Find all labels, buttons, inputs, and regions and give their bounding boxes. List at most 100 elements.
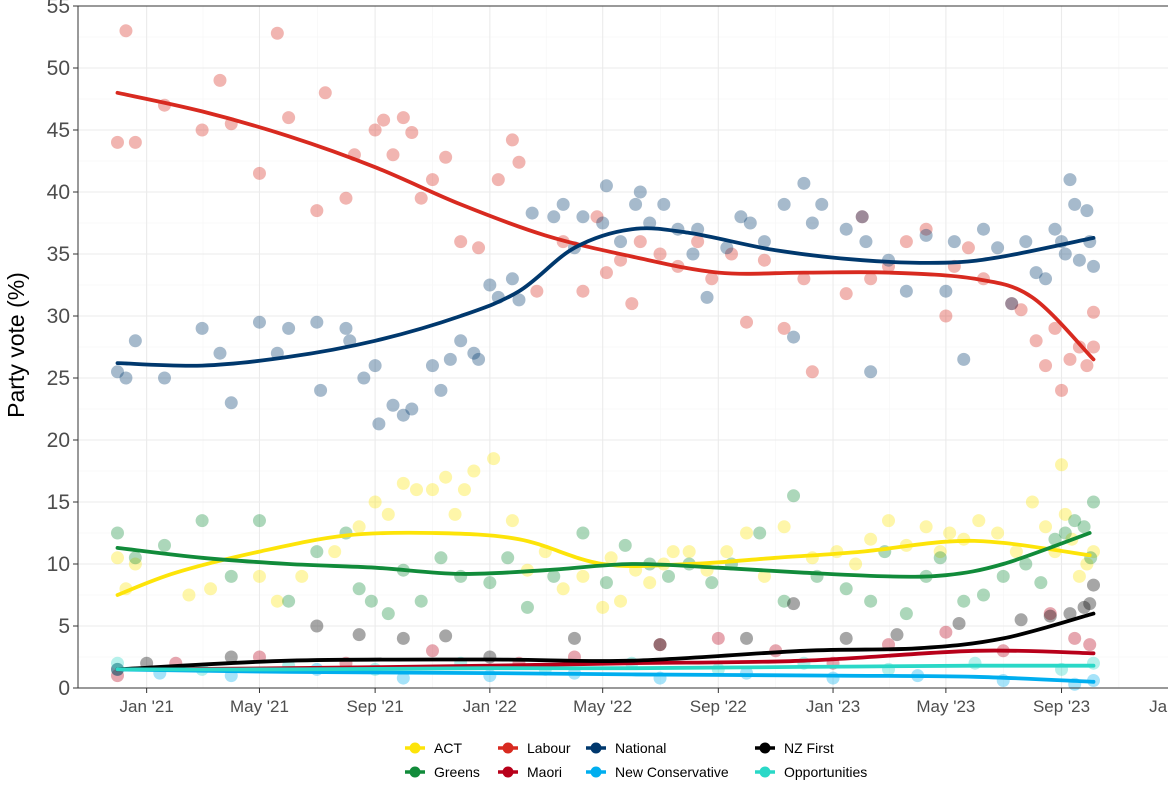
legend-item: Greens xyxy=(405,764,480,780)
data-point xyxy=(467,346,481,360)
data-point xyxy=(213,73,227,87)
data-point xyxy=(1068,514,1082,528)
data-point xyxy=(976,222,990,236)
data-point xyxy=(501,551,515,565)
trend-line xyxy=(115,667,1096,684)
y-tick-label: 15 xyxy=(47,491,70,514)
data-point xyxy=(314,383,328,397)
data-point xyxy=(996,569,1010,583)
trend-line xyxy=(115,531,1092,579)
data-point xyxy=(567,631,581,645)
data-point xyxy=(1072,569,1086,583)
data-point xyxy=(467,464,481,478)
data-point xyxy=(1086,578,1100,592)
data-point xyxy=(1055,383,1069,397)
data-point xyxy=(939,284,953,298)
data-point xyxy=(666,545,680,559)
legend-key-point xyxy=(409,742,421,754)
data-point xyxy=(483,650,497,664)
data-point xyxy=(1083,638,1097,652)
data-point xyxy=(372,417,386,431)
data-point xyxy=(614,253,628,267)
data-point xyxy=(734,210,748,224)
data-point xyxy=(864,594,878,608)
data-point xyxy=(110,365,124,379)
data-point xyxy=(618,538,632,552)
data-point xyxy=(252,514,266,528)
data-point xyxy=(777,520,791,534)
data-point xyxy=(439,150,453,164)
data-point xyxy=(643,216,657,230)
data-point xyxy=(576,210,590,224)
y-tick-label: 25 xyxy=(47,367,70,390)
data-point xyxy=(352,628,366,642)
data-point xyxy=(849,557,863,571)
data-point xyxy=(720,241,734,255)
data-point xyxy=(839,631,853,645)
data-point xyxy=(158,371,172,385)
data-point xyxy=(396,671,410,685)
x-tick-label: Jan '21 xyxy=(119,697,173,716)
data-point xyxy=(1080,204,1094,218)
data-point xyxy=(753,526,767,540)
data-point xyxy=(1005,297,1019,311)
data-point xyxy=(110,135,124,149)
data-point xyxy=(1080,359,1094,373)
legend-label: Greens xyxy=(434,764,480,780)
data-point xyxy=(682,545,696,559)
data-point xyxy=(777,594,791,608)
y-tick-label: 20 xyxy=(47,429,70,452)
data-point xyxy=(1043,607,1057,621)
data-point xyxy=(556,197,570,211)
legend-label: ACT xyxy=(434,740,462,756)
data-point xyxy=(386,148,400,162)
data-point xyxy=(405,402,419,416)
data-point xyxy=(740,526,754,540)
data-point xyxy=(1080,557,1094,571)
data-point xyxy=(434,383,448,397)
data-point xyxy=(381,607,395,621)
data-point xyxy=(512,293,526,307)
data-point xyxy=(1019,235,1033,249)
data-point xyxy=(604,551,618,565)
data-point xyxy=(576,526,590,540)
data-point xyxy=(855,210,869,224)
data-point xyxy=(855,210,869,224)
data-point xyxy=(839,582,853,596)
data-point xyxy=(224,650,238,664)
data-point xyxy=(213,346,227,360)
grid-minor xyxy=(78,6,1168,688)
data-point xyxy=(711,631,725,645)
data-point xyxy=(991,526,1005,540)
data-point xyxy=(933,545,947,559)
data-point xyxy=(512,155,526,169)
data-point xyxy=(110,526,124,540)
data-point xyxy=(1086,259,1100,273)
data-point xyxy=(653,638,667,652)
data-point xyxy=(947,235,961,249)
data-point xyxy=(614,235,628,249)
x-tick-label: Sep '22 xyxy=(690,697,747,716)
data-point xyxy=(899,607,913,621)
data-point xyxy=(339,321,353,335)
data-point xyxy=(368,123,382,137)
data-point xyxy=(576,284,590,298)
data-point xyxy=(629,197,643,211)
legend-key-point xyxy=(502,766,514,778)
data-point xyxy=(826,671,840,685)
data-point xyxy=(483,278,497,292)
data-point xyxy=(119,371,133,385)
legend-item: New Conservative xyxy=(586,764,729,780)
data-point xyxy=(396,408,410,422)
legend-label: Labour xyxy=(527,740,571,756)
y-tick-label: 35 xyxy=(47,243,70,266)
legend-label: National xyxy=(615,740,666,756)
data-point xyxy=(454,235,468,249)
legend-key-point xyxy=(759,742,771,754)
data-point xyxy=(396,111,410,125)
data-point xyxy=(1029,334,1043,348)
data-point xyxy=(1014,303,1028,317)
data-point xyxy=(1077,600,1091,614)
data-point xyxy=(128,135,142,149)
data-point xyxy=(653,638,667,652)
